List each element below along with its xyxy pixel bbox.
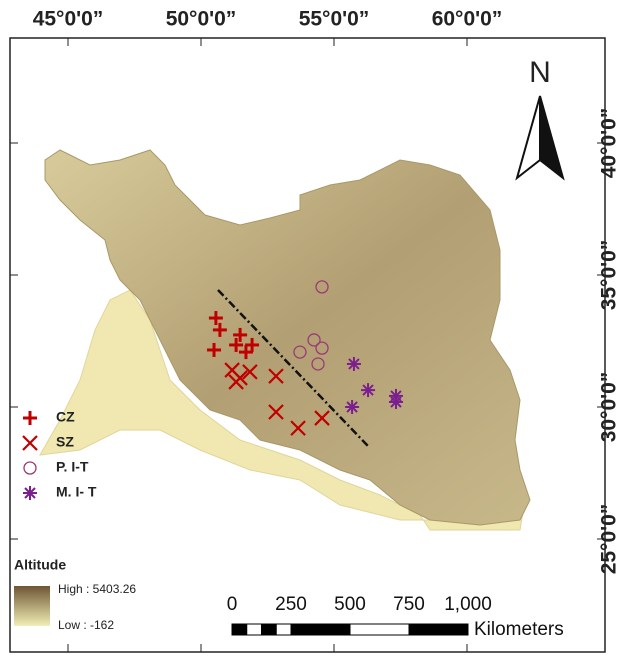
- legend-label: CZ: [56, 409, 75, 425]
- longitude-label: 45°0'0”: [33, 8, 104, 31]
- latitude-label: 35°0'0”: [598, 240, 619, 311]
- scale-segment: [232, 624, 247, 635]
- scale-unit: Kilometers: [474, 619, 564, 640]
- latitude-label: 40°0'0”: [598, 108, 619, 179]
- altitude-title: Altitude: [14, 557, 66, 573]
- latitude-label: 30°0'0”: [598, 372, 619, 443]
- scale-segment: [409, 624, 468, 635]
- altitude-ramp: [14, 586, 50, 626]
- altitude-low: Low : -162: [58, 618, 114, 632]
- sample-point: [347, 357, 361, 371]
- legend-label: SZ: [56, 434, 74, 450]
- sample-point: [361, 383, 375, 397]
- scale-label: 250: [275, 594, 307, 615]
- scale-segment: [350, 624, 409, 635]
- scale-label: 750: [393, 594, 425, 615]
- scale-label: 1,000: [444, 594, 492, 615]
- legend-label: P. I-T: [56, 459, 89, 475]
- legend-label: M. I- T: [56, 484, 97, 500]
- scale-segment: [262, 624, 277, 635]
- sample-point: [345, 400, 359, 414]
- scale-segment: [291, 624, 350, 635]
- latitude-label: 25°0'0”: [598, 504, 619, 575]
- scale-label: 0: [227, 594, 238, 615]
- legend-symbol: [23, 486, 37, 500]
- altitude-high: High : 5403.26: [58, 582, 136, 596]
- longitude-label: 50°0'0”: [166, 8, 237, 31]
- scale-segment: [276, 624, 291, 635]
- longitude-label: 55°0'0”: [299, 8, 370, 31]
- sample-point: [389, 395, 403, 409]
- north-label: N: [529, 56, 551, 89]
- scale-label: 500: [334, 594, 366, 615]
- map: N Altitude High : 5403.26 Low : -162 Kil…: [0, 0, 619, 659]
- longitude-label: 60°0'0”: [432, 8, 503, 31]
- scale-segment: [247, 624, 262, 635]
